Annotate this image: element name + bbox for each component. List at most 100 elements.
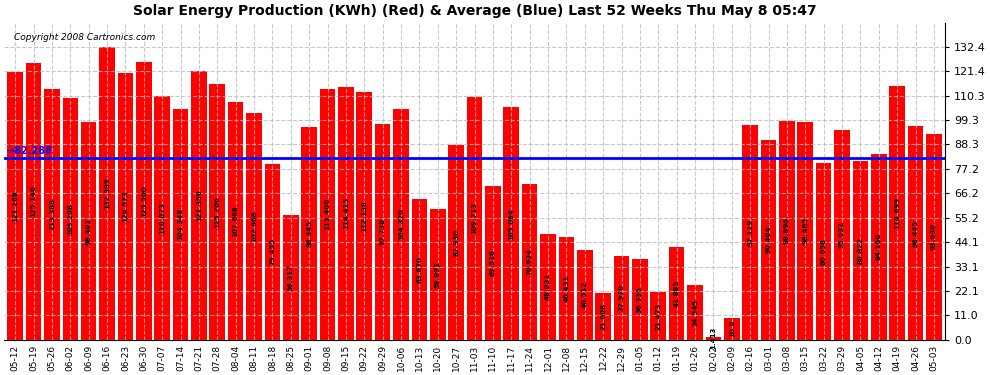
Text: 10.0: 10.0 xyxy=(729,320,735,338)
Bar xyxy=(926,134,941,340)
Text: 70.634: 70.634 xyxy=(527,248,533,275)
Text: 98.465: 98.465 xyxy=(802,217,808,244)
Text: 21.473: 21.473 xyxy=(655,302,661,330)
Text: 79.455: 79.455 xyxy=(269,238,275,266)
Bar xyxy=(412,199,428,340)
Bar xyxy=(835,130,849,340)
Text: 125.146: 125.146 xyxy=(31,186,37,217)
Bar xyxy=(81,122,96,340)
Bar xyxy=(210,84,225,340)
Text: 56.317: 56.317 xyxy=(288,264,294,291)
Bar xyxy=(687,285,703,340)
Bar xyxy=(779,121,795,340)
Bar xyxy=(466,97,482,340)
Text: 48.031: 48.031 xyxy=(545,273,551,300)
Bar xyxy=(504,107,519,340)
Bar xyxy=(577,250,593,340)
Text: →82.288: →82.288 xyxy=(6,146,52,156)
Text: 80.058: 80.058 xyxy=(821,238,827,265)
Bar xyxy=(7,72,23,340)
Bar xyxy=(228,102,244,340)
Text: 24.549: 24.549 xyxy=(692,299,698,326)
Text: 96.345: 96.345 xyxy=(306,220,312,247)
Bar xyxy=(430,210,446,340)
Bar xyxy=(99,47,115,340)
Bar xyxy=(650,292,666,340)
Text: 121.350: 121.350 xyxy=(196,190,202,221)
Text: 84.160: 84.160 xyxy=(876,233,882,260)
Text: 80.822: 80.822 xyxy=(857,237,863,264)
Bar xyxy=(889,86,905,340)
Bar xyxy=(669,247,684,340)
Text: 36.335: 36.335 xyxy=(637,286,643,313)
Bar xyxy=(26,63,42,340)
Bar xyxy=(485,186,501,340)
Text: 120.573: 120.573 xyxy=(123,190,129,222)
Text: 102.668: 102.668 xyxy=(251,210,257,242)
Title: Solar Energy Production (KWh) (Red) & Average (Blue) Last 52 Weeks Thu May 8 05:: Solar Energy Production (KWh) (Red) & Av… xyxy=(133,4,817,18)
Text: 104.348: 104.348 xyxy=(177,208,183,240)
Bar xyxy=(136,62,151,340)
Bar xyxy=(339,87,353,340)
Bar xyxy=(301,127,317,340)
Text: 87.930: 87.930 xyxy=(453,229,459,256)
Text: 98.896: 98.896 xyxy=(784,217,790,244)
Text: 105.084: 105.084 xyxy=(508,207,514,240)
Bar xyxy=(448,145,464,340)
Text: 21.008: 21.008 xyxy=(600,303,606,330)
Bar xyxy=(522,183,538,340)
Bar xyxy=(908,126,924,340)
Text: 104.320: 104.320 xyxy=(398,209,404,240)
Text: 110.073: 110.073 xyxy=(159,202,165,234)
Bar xyxy=(760,140,776,340)
Bar xyxy=(541,234,555,340)
Bar xyxy=(45,89,59,340)
Bar xyxy=(706,337,722,340)
Bar xyxy=(283,215,299,340)
Text: 69.516: 69.516 xyxy=(490,249,496,276)
Text: 95.032: 95.032 xyxy=(840,221,845,248)
Bar xyxy=(118,73,134,340)
Bar xyxy=(742,125,758,340)
Text: 109.713: 109.713 xyxy=(471,202,477,234)
Text: 41.885: 41.885 xyxy=(673,280,680,307)
Text: 107.668: 107.668 xyxy=(233,205,239,237)
Text: 115.706: 115.706 xyxy=(214,196,221,228)
Text: 37.970: 37.970 xyxy=(619,284,625,311)
Text: 90.404: 90.404 xyxy=(765,226,771,254)
Bar xyxy=(320,89,336,340)
Bar xyxy=(356,92,372,340)
Bar xyxy=(393,109,409,340)
Bar xyxy=(871,154,887,340)
Text: 98.401: 98.401 xyxy=(86,217,92,244)
Bar xyxy=(154,96,170,340)
Bar xyxy=(191,71,207,340)
Text: Copyright 2008 Cartronics.com: Copyright 2008 Cartronics.com xyxy=(14,33,154,42)
Text: 96.445: 96.445 xyxy=(913,219,919,247)
Bar xyxy=(632,260,647,340)
Bar xyxy=(852,161,868,340)
Bar xyxy=(816,163,832,340)
Bar xyxy=(798,122,813,340)
Bar xyxy=(724,318,740,340)
Bar xyxy=(62,98,78,340)
Text: 125.500: 125.500 xyxy=(141,185,147,217)
Text: 97.738: 97.738 xyxy=(380,218,386,245)
Bar xyxy=(558,237,574,340)
Bar xyxy=(614,256,630,340)
Text: 113.400: 113.400 xyxy=(325,198,331,230)
Bar xyxy=(247,113,262,340)
Bar xyxy=(595,293,611,340)
Text: 113.388: 113.388 xyxy=(49,198,54,230)
Text: 63.670: 63.670 xyxy=(417,256,423,283)
Text: 1.413: 1.413 xyxy=(711,327,717,350)
Text: 132.399: 132.399 xyxy=(104,177,110,209)
Text: 93.030: 93.030 xyxy=(931,223,937,251)
Text: 40.512: 40.512 xyxy=(582,281,588,308)
Text: 46.431: 46.431 xyxy=(563,275,569,302)
Text: 109.208: 109.208 xyxy=(67,203,73,235)
Text: 114.699: 114.699 xyxy=(894,197,900,229)
Bar xyxy=(172,109,188,340)
Text: 114.415: 114.415 xyxy=(343,197,348,229)
Text: 112.138: 112.138 xyxy=(361,200,367,232)
